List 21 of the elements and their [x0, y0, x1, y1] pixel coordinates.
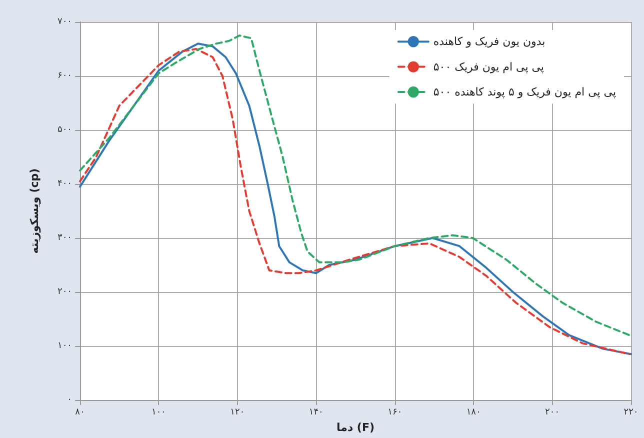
y-tick-label: ۶۰۰ [57, 71, 72, 81]
y-tick-label: ۵۰۰ [57, 125, 72, 135]
x-tick-label: ۱۶۰ [388, 408, 402, 418]
y-tick-label: ۳۰۰ [57, 233, 72, 243]
y-tick-label: ۰ [67, 395, 72, 405]
x-axis-title: دما (F) [336, 421, 374, 434]
x-tick-label: ۲۰۰ [545, 408, 560, 418]
legend-label: ۵۰۰ پی پی ام یون فریک و ۵ پوند کاهنده [433, 86, 616, 98]
x-tick-label: ۱۰۰ [151, 408, 166, 418]
legend-label: بدون یون فریک و کاهنده [433, 35, 546, 48]
y-tick-label: ۲۰۰ [57, 287, 72, 297]
x-tick-label: ۱۴۰ [308, 408, 324, 418]
y-tick-label: ۱۰۰ [57, 341, 72, 351]
y-tick-label: ۷۰۰ [57, 17, 72, 27]
x-tick-label: ۲۲۰ [624, 408, 638, 418]
y-axis-title: ویسکوزیته (cp) [28, 168, 41, 254]
x-tick-label: ۸۰ [75, 408, 85, 418]
y-tick-label: ۴۰۰ [57, 179, 72, 189]
x-tick-label: ۱۸۰ [466, 408, 481, 418]
x-tick-label: ۱۲۰ [230, 408, 245, 418]
legend-label: ۵۰۰ پی پی ام یون فریک [433, 60, 544, 74]
